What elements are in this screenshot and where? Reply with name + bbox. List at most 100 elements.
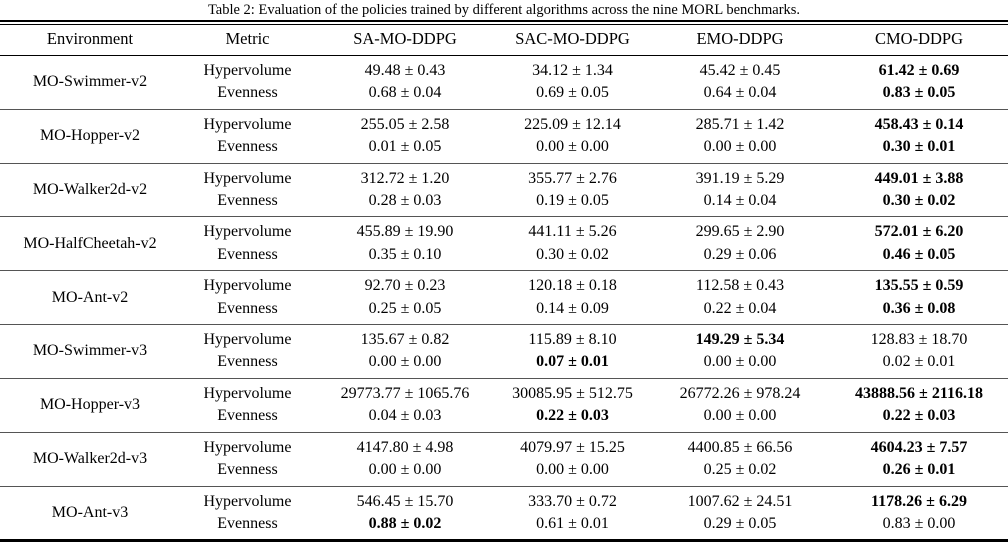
column-header-sac-mo-ddpg: SAC-MO-DDPG [495, 25, 650, 56]
metric-label: Evenness [217, 514, 278, 532]
metric-label: Hypervolume [203, 223, 292, 241]
hypervolume-value: 4604.23 ± 7.57 [870, 438, 968, 456]
value-cell: 455.89 ± 19.90 0.35 ± 0.10 [315, 217, 495, 271]
hypervolume-value: 112.58 ± 0.43 [695, 277, 785, 295]
value-cell: 225.09 ± 12.14 0.00 ± 0.00 [495, 109, 650, 163]
metric-label: Hypervolume [203, 115, 292, 133]
evenness-value: 0.22 ± 0.03 [536, 407, 609, 425]
metric-label: Evenness [217, 353, 278, 371]
evenness-value: 0.28 ± 0.03 [368, 192, 442, 210]
column-header-metric: Metric [180, 25, 315, 56]
hypervolume-value: 4147.80 ± 4.98 [356, 438, 454, 456]
hypervolume-value: 1007.62 ± 24.51 [687, 492, 793, 510]
value-cell: 34.12 ± 1.34 0.69 ± 0.05 [495, 56, 650, 110]
hypervolume-value: 333.70 ± 0.72 [528, 492, 617, 510]
value-cell: 128.83 ± 18.70 0.02 ± 0.01 [830, 325, 1008, 379]
evenness-value: 0.25 ± 0.02 [703, 461, 777, 479]
hypervolume-value: 441.11 ± 5.26 [528, 223, 617, 241]
metric-label: Hypervolume [203, 384, 292, 402]
metric-cell: Hypervolume Evenness [180, 432, 315, 486]
metric-cell: Hypervolume Evenness [180, 217, 315, 271]
hypervolume-value: 34.12 ± 1.34 [532, 62, 613, 79]
hypervolume-value: 149.29 ± 5.34 [695, 331, 785, 349]
metric-label: Hypervolume [203, 331, 292, 349]
value-cell: 115.89 ± 8.10 0.07 ± 0.01 [495, 325, 650, 379]
hypervolume-value: 285.71 ± 1.42 [695, 115, 785, 133]
evenness-value: 0.04 ± 0.03 [368, 407, 442, 425]
metric-label: Evenness [217, 461, 278, 479]
bottom-rule [0, 539, 1008, 542]
value-cell: 312.72 ± 1.20 0.28 ± 0.03 [315, 163, 495, 217]
metric-label: Hypervolume [203, 277, 292, 295]
column-header-cmo-ddpg: CMO-DDPG [830, 25, 1008, 56]
value-cell: 299.65 ± 2.90 0.29 ± 0.06 [650, 217, 830, 271]
value-cell: 49.48 ± 0.43 0.68 ± 0.04 [315, 56, 495, 110]
hypervolume-value: 120.18 ± 0.18 [528, 277, 617, 295]
value-cell: 355.77 ± 2.76 0.19 ± 0.05 [495, 163, 650, 217]
value-cell: 4079.97 ± 15.25 0.00 ± 0.00 [495, 432, 650, 486]
metric-cell: Hypervolume Evenness [180, 163, 315, 217]
evenness-value: 0.22 ± 0.04 [703, 299, 777, 317]
evenness-value: 0.25 ± 0.05 [368, 299, 442, 317]
evenness-value: 0.88 ± 0.02 [368, 514, 442, 532]
value-cell: 4604.23 ± 7.57 0.26 ± 0.01 [830, 432, 1008, 486]
environment-cell: MO-Walker2d-v3 [32, 450, 148, 468]
value-cell: 29773.77 ± 1065.76 0.04 ± 0.03 [315, 378, 495, 432]
value-cell: 4147.80 ± 4.98 0.00 ± 0.00 [315, 432, 495, 486]
hypervolume-value: 255.05 ± 2.58 [360, 115, 450, 133]
table-body: MO-Swimmer-v2 Hypervolume Evenness 49.48 ± … [0, 56, 1008, 540]
metric-label: Hypervolume [203, 492, 292, 510]
top-rule [0, 20, 1008, 22]
evenness-value: 0.35 ± 0.10 [368, 245, 442, 263]
value-cell: 92.70 ± 0.23 0.25 ± 0.05 [315, 271, 495, 325]
evenness-value: 0.29 ± 0.05 [703, 514, 777, 532]
hypervolume-value: 135.67 ± 0.82 [360, 331, 450, 349]
table-caption: Table 2: Evaluation of the policies trai… [207, 2, 801, 18]
environment-cell: MO-Hopper-v3 [39, 396, 141, 414]
value-cell: 45.42 ± 0.45 0.64 ± 0.04 [650, 56, 830, 110]
value-cell: 120.18 ± 0.18 0.14 ± 0.09 [495, 271, 650, 325]
table-row: MO-Walker2d-v2 Hypervolume Evenness 312.72 … [0, 163, 1008, 217]
value-cell: 43888.56 ± 2116.18 0.22 ± 0.03 [830, 378, 1008, 432]
column-header-emo-ddpg: EMO-DDPG [650, 25, 830, 56]
hypervolume-value: 128.83 ± 18.70 [870, 331, 968, 349]
evenness-value: 0.01 ± 0.05 [368, 138, 442, 156]
environment-cell: MO-Swimmer-v3 [32, 342, 148, 360]
hypervolume-value: 4400.85 ± 66.56 [687, 438, 793, 456]
value-cell: 441.11 ± 5.26 0.30 ± 0.02 [495, 217, 650, 271]
hypervolume-value: 135.55 ± 0.59 [874, 277, 964, 295]
hypervolume-value: 4079.97 ± 15.25 [520, 438, 625, 456]
hypervolume-value: 92.70 ± 0.23 [364, 277, 446, 295]
environment-cell: MO-HalfCheetah-v2 [23, 234, 157, 252]
metric-cell: Hypervolume Evenness [180, 109, 315, 163]
value-cell: 4400.85 ± 66.56 0.25 ± 0.02 [650, 432, 830, 486]
table-row: MO-Ant-v3 Hypervolume Evenness 546.45 ± 15.… [0, 486, 1008, 539]
environment-cell: MO-Walker2d-v2 [32, 181, 148, 199]
evenness-value: 0.69 ± 0.05 [536, 84, 609, 102]
table-row: MO-Ant-v2 Hypervolume Evenness 92.70 ± 0.23… [0, 271, 1008, 325]
evenness-value: 0.14 ± 0.04 [703, 192, 777, 210]
hypervolume-value: 43888.56 ± 2116.18 [855, 384, 983, 402]
value-cell: 112.58 ± 0.43 0.22 ± 0.04 [650, 271, 830, 325]
metric-label: Hypervolume [203, 169, 292, 187]
hypervolume-value: 26772.26 ± 978.24 [679, 384, 801, 402]
hypervolume-value: 458.43 ± 0.14 [874, 115, 964, 133]
hypervolume-value: 45.42 ± 0.45 [699, 62, 781, 79]
hypervolume-value: 61.42 ± 0.69 [878, 62, 960, 79]
hypervolume-value: 29773.77 ± 1065.76 [340, 384, 470, 402]
evenness-value: 0.83 ± 0.05 [882, 84, 956, 102]
evenness-value: 0.30 ± 0.02 [536, 245, 609, 263]
metric-label: Hypervolume [203, 62, 292, 79]
hypervolume-value: 49.48 ± 0.43 [364, 62, 446, 79]
hypervolume-value: 546.45 ± 15.70 [356, 492, 454, 510]
table-row: MO-HalfCheetah-v2 Hypervolume Evenness 455.… [0, 217, 1008, 271]
evenness-value: 0.61 ± 0.01 [536, 514, 609, 532]
evenness-value: 0.00 ± 0.00 [536, 461, 609, 479]
metric-label: Evenness [217, 299, 278, 317]
environment-cell: MO-Hopper-v2 [39, 127, 141, 145]
evenness-value: 0.00 ± 0.00 [368, 353, 442, 371]
hypervolume-value: 572.01 ± 6.20 [874, 223, 964, 241]
value-cell: 391.19 ± 5.29 0.14 ± 0.04 [650, 163, 830, 217]
value-cell: 1178.26 ± 6.29 0.83 ± 0.00 [830, 486, 1008, 539]
hypervolume-value: 299.65 ± 2.90 [695, 223, 785, 241]
